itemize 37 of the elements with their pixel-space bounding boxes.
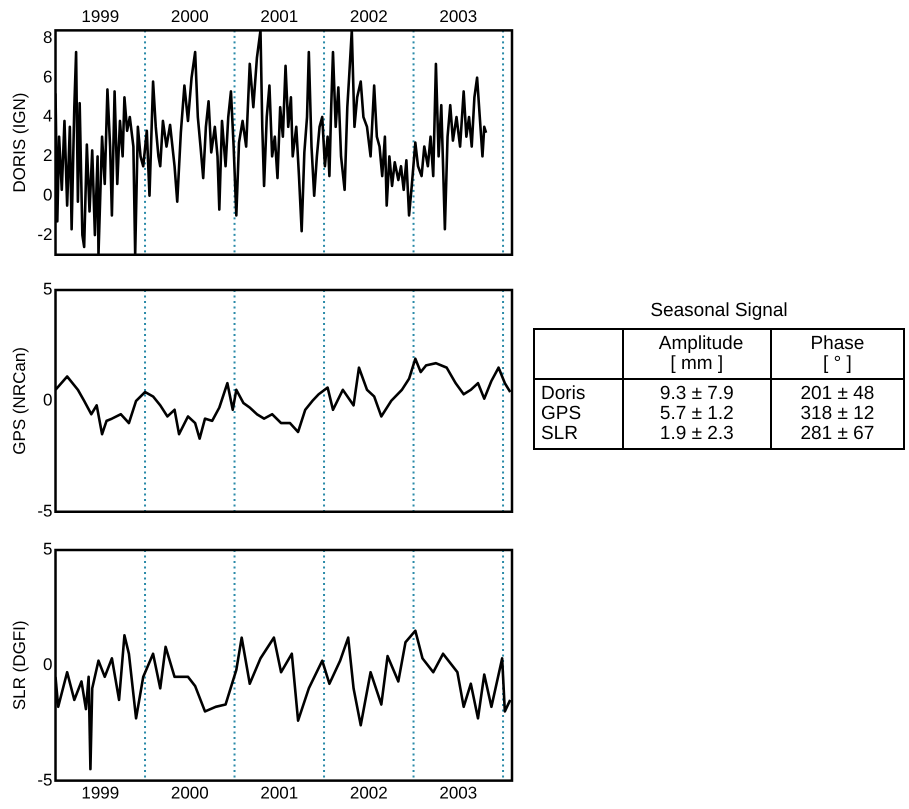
text: Phase [ ° ]	[809, 333, 866, 374]
category-label: SLR	[541, 423, 578, 444]
category-label: Doris	[541, 383, 586, 404]
data-label: 318 ± 12	[800, 403, 874, 424]
y-tick-label: 6	[43, 67, 53, 86]
x-tick-label: 1999	[81, 783, 120, 802]
data-label: 1.9 ± 2.3	[660, 423, 734, 444]
y-tick-label: -5	[37, 501, 53, 520]
x2-tick-label: 2000	[170, 6, 209, 26]
y-tick-label: 0	[43, 654, 53, 674]
y-tick-label: 8	[43, 28, 53, 47]
x2-tick-label: 2001	[260, 6, 298, 26]
x-tick-label: 2002	[350, 783, 388, 802]
data-label: 201 ± 48	[800, 383, 874, 404]
y-tick-label: 4	[43, 106, 53, 126]
data-label: 5.7 ± 1.2	[660, 403, 734, 424]
y-tick-label: 0	[43, 390, 53, 410]
data-label: 281 ± 67	[800, 423, 874, 444]
text: Seasonal Signal	[649, 300, 789, 322]
x2-tick-label: 1999	[81, 6, 120, 26]
x2-tick-label: 2002	[350, 6, 388, 26]
y-tick-label: -2	[37, 224, 53, 244]
y-tick-label: 5	[43, 540, 53, 559]
x2-tick-label: 2003	[439, 6, 478, 26]
category-label: GPS	[541, 403, 582, 424]
y-tick-label: 5	[43, 280, 53, 299]
x-tick-label: 2001	[260, 783, 298, 802]
y-axis-title: DORIS (IGN)	[10, 92, 29, 193]
data-label: 9.3 ± 7.9	[660, 383, 734, 404]
y-axis-title: SLR (DGFI)	[10, 620, 29, 710]
y-tick-label: 2	[43, 146, 53, 166]
text: Amplitude [ mm ]	[658, 333, 744, 374]
y-tick-label: -5	[37, 770, 53, 790]
y-tick-label: 0	[43, 185, 53, 204]
x-tick-label: 2000	[170, 783, 209, 802]
x-tick-label: 2003	[439, 783, 478, 802]
y-axis-title: GPS (NRCan)	[10, 347, 29, 455]
